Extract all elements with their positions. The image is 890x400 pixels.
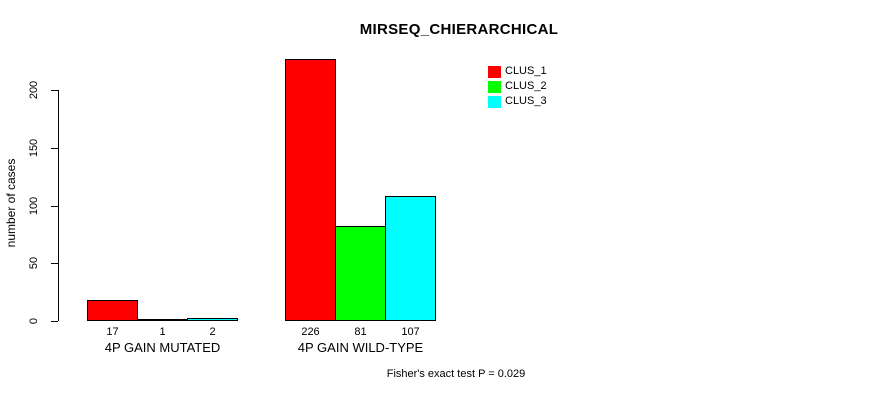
bar-count-label: 226 [301,326,320,338]
y-tick-mark [51,263,58,264]
bar-count-label: 107 [401,326,420,338]
legend-label: CLUS_1 [505,65,547,77]
group-label-2: 4P GAIN WILD-TYPE [297,340,424,355]
bar-clus_3-2 [385,196,436,321]
legend-row-clus_1: CLUS_1 [488,64,547,79]
bar-count-label: 17 [106,326,119,338]
bar-count-label: 1 [159,326,166,338]
group-label-1: 4P GAIN MUTATED [104,340,221,355]
y-tick-mark [51,321,58,322]
legend-row-clus_3: CLUS_3 [488,94,547,109]
bar-clus_3-1 [187,317,238,321]
y-tick-label: 200 [28,80,40,100]
legend-label: CLUS_2 [505,80,547,92]
y-tick-mark [51,206,58,207]
legend: CLUS_1 CLUS_2 CLUS_3 [488,64,547,109]
y-tick-mark [51,90,58,91]
legend-row-clus_2: CLUS_2 [488,79,547,94]
legend-swatch-icon [488,95,501,108]
legend-label: CLUS_3 [505,95,547,107]
legend-swatch-icon [488,80,501,93]
bar-clus_1-2 [285,58,336,321]
bar-clus_2-2 [335,226,386,321]
y-tick-label: 0 [28,317,40,325]
y-tick-label: 100 [28,196,40,216]
bar-count-label: 81 [354,326,367,338]
y-axis-title: number of cases [4,158,18,248]
legend-swatch-icon [488,65,501,78]
y-tick-label: 50 [28,256,40,270]
y-tick-label: 150 [28,138,40,158]
chart-title: MIRSEQ_CHIERARCHICAL [359,21,559,38]
bar-clus_2-1 [137,318,188,321]
y-tick-mark [51,148,58,149]
bar-count-label: 2 [209,326,216,338]
y-axis-line [58,90,59,321]
pvalue-annotation: Fisher's exact test P = 0.029 [386,368,526,380]
bar-clus_1-1 [87,300,138,321]
